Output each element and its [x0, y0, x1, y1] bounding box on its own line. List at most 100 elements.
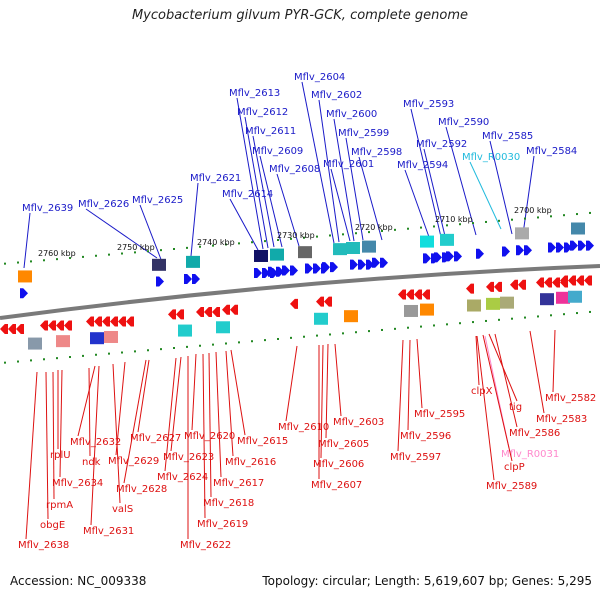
gene-label-mflv-2595: Mflv_2595: [414, 409, 465, 420]
scale-label-2710-kbp: 2710 kbp: [435, 215, 473, 224]
upper-scale-tick: [134, 251, 136, 254]
gene-label-mflv-2610: Mflv_2610: [278, 422, 329, 433]
gene-label-tig: tig: [509, 402, 522, 413]
forward-gene-arrow: [548, 242, 556, 253]
callout-line-mflv-2583: [529, 330, 545, 414]
callout-line-mflv-2632: [77, 365, 96, 437]
reverse-gene-arrow: [40, 320, 48, 331]
forward-gene-arrow: [290, 265, 298, 276]
upper-scale-tick: [17, 261, 19, 264]
gene-label-mflv-2582: Mflv_2582: [545, 393, 596, 404]
lower-scale-tick: [485, 319, 487, 322]
lower-scale-tick: [446, 323, 448, 326]
forward-gene-arrow: [434, 252, 442, 263]
gene-label-mflv-2593: Mflv_2593: [403, 99, 454, 110]
upper-scale-tick: [121, 252, 123, 255]
callout-line-mflv-2619: [202, 353, 206, 519]
scale-label-2760-kbp: 2760 kbp: [38, 249, 76, 258]
upper-gene-callouts: Mflv_2639 Mflv_2626 Mflv_2625 Mflv_2621 Mflv…: [22, 72, 577, 269]
gene-label-mflv-2585: Mflv_2585: [482, 131, 533, 142]
reverse-gene-arrow: [8, 324, 16, 334]
gene-label-mflv-2592: Mflv_2592: [416, 139, 467, 150]
gene-label-mflv-2603: Mflv_2603: [333, 417, 384, 428]
upper-scale-tick: [4, 262, 6, 265]
forward-gene-arrow: [446, 251, 454, 262]
lower-scale-tick: [212, 343, 214, 346]
reverse-gene-arrow: [406, 289, 414, 300]
gene-feature-block: [314, 312, 328, 325]
gene-feature-block: [571, 222, 585, 235]
reverse-gene-arrow: [212, 307, 220, 318]
lower-scale-tick: [134, 350, 136, 353]
reverse-gene-arrow: [110, 316, 118, 327]
gene-label-mflv-2600: Mflv_2600: [326, 109, 377, 120]
gene-label-mflv-2596: Mflv_2596: [400, 431, 451, 442]
reverse-gene-arrow: [0, 324, 8, 334]
gene-label-mflv-2627: Mflv_2627: [130, 433, 181, 444]
forward-gene-arrow: [476, 248, 484, 259]
upper-scale-tick: [355, 232, 357, 235]
callout-line-clpp: [482, 334, 513, 462]
forward-gene-arrow: [564, 242, 572, 253]
gene-label-mflv-2620: Mflv_2620: [184, 431, 235, 442]
gene-label-mflv-2639: Mflv_2639: [22, 203, 73, 214]
reverse-gene-arrow: [86, 316, 94, 327]
gene-label-mflv-2589: Mflv_2589: [486, 481, 537, 492]
callout-line-mflv-2596: [407, 339, 411, 431]
callout-line-mflv-2628: [123, 359, 147, 484]
gene-feature-block: [152, 258, 166, 271]
callout-line-mflv-2589: [476, 335, 495, 481]
accession-text: Accession: NC_009338: [10, 574, 147, 588]
lower-scale-tick: [498, 318, 500, 321]
lower-scale-tick: [30, 359, 32, 362]
gene-label-mflv-2608: Mflv_2608: [269, 164, 320, 175]
gene-label-mflv-2612: Mflv_2612: [237, 107, 288, 118]
upper-scale-tick: [303, 236, 305, 239]
gene-label-ndk: ndk: [82, 457, 101, 468]
gene-label-mflv-2631: Mflv_2631: [83, 526, 134, 537]
gene-label-mflv-2598: Mflv_2598: [351, 147, 402, 158]
lower-scale-tick: [199, 344, 201, 347]
lower-scale-tick: [329, 333, 331, 336]
callout-line-mflv-2615: [230, 349, 246, 436]
upper-scale-tick: [472, 222, 474, 225]
reverse-gene-arrow: [126, 316, 134, 327]
scale-labels: 2760 kbp 2750 kbp 2740 kbp 2730 kbp 2720 kbp…: [38, 206, 552, 258]
callout-line-mflv-r0030: [469, 161, 502, 230]
reverse-gene-arrow: [584, 275, 592, 286]
gene-label-mflv-2616: Mflv_2616: [225, 457, 276, 468]
reverse-gene-arrow: [102, 316, 110, 327]
reverse-gene-arrow: [316, 296, 324, 307]
gene-label-mflv-2607: Mflv_2607: [311, 480, 362, 491]
upper-scale-tick: [485, 220, 487, 223]
gene-feature-block: [362, 240, 376, 253]
forward-gene-arrow: [268, 266, 276, 277]
lower-scale-tick: [589, 310, 591, 313]
upper-scale-tick: [563, 214, 565, 217]
gene-label-mflv-2605: Mflv_2605: [318, 439, 369, 450]
gene-label-mflv-2614: Mflv_2614: [222, 189, 273, 200]
reverse-gene-arrow: [422, 289, 430, 300]
lower-scale-tick: [43, 358, 45, 361]
forward-gene-arrow: [262, 267, 270, 278]
upper-scale-tick: [459, 223, 461, 226]
lower-scale-tick: [95, 353, 97, 356]
upper-scale-tick: [160, 249, 162, 252]
reverse-gene-arrow: [324, 296, 332, 307]
gene-feature-block: [216, 321, 230, 334]
gene-label-mflv-2624: Mflv_2624: [157, 472, 208, 483]
gene-label-mflv-2602: Mflv_2602: [311, 90, 362, 101]
callout-line-mflv-2582: [552, 329, 556, 393]
gene-feature-block: [420, 235, 434, 248]
gene-feature-block: [186, 255, 200, 268]
gene-label-mflv-2622: Mflv_2622: [180, 540, 231, 551]
callout-line-mflv-2627: [137, 359, 150, 433]
scale-label-2720-kbp: 2720 kbp: [355, 223, 393, 232]
callout-line-mflv-2631: [90, 365, 100, 526]
lower-scale-tick: [108, 352, 110, 355]
upper-scale-tick: [30, 260, 32, 263]
upper-scale-tick: [511, 218, 513, 221]
gene-feature-block: [178, 324, 192, 337]
lower-scale-tick: [316, 334, 318, 337]
lower-scale-tick: [537, 315, 539, 318]
